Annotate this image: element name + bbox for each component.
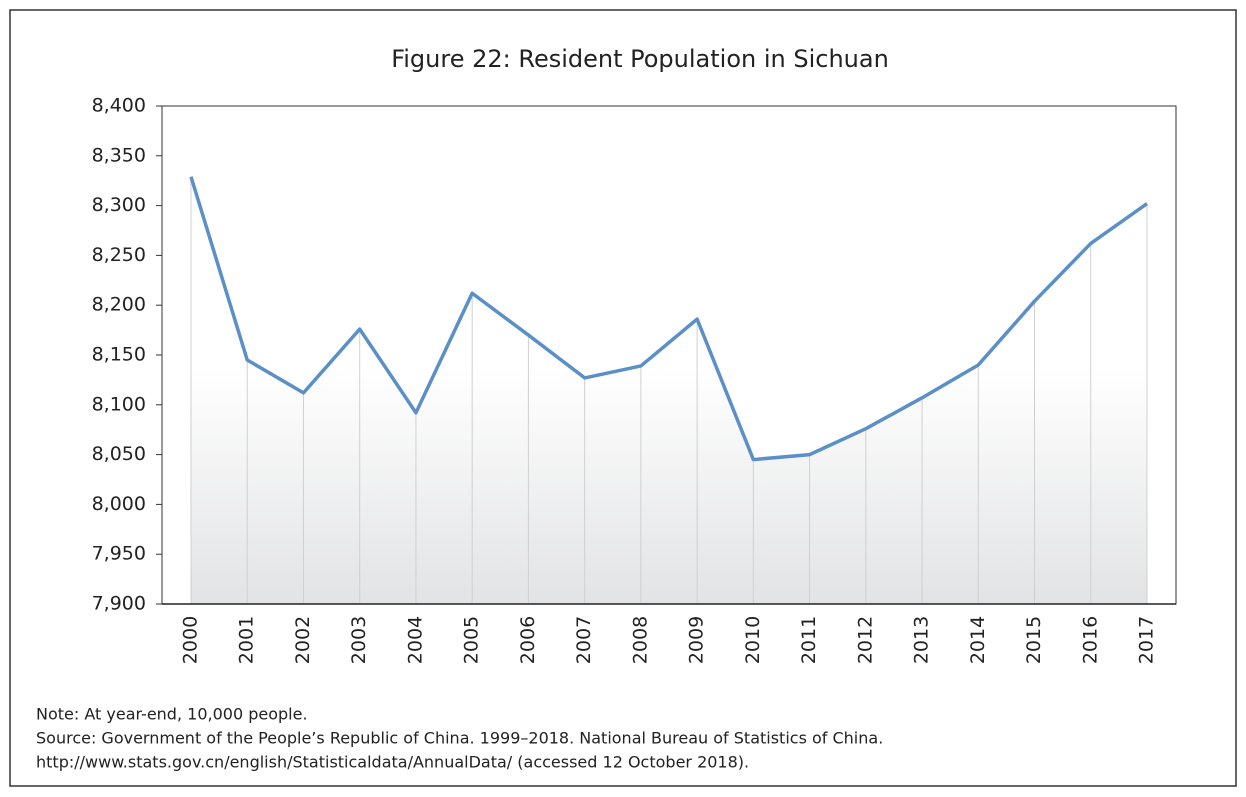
note: Note: At year-end, 10,000 people. — [36, 705, 308, 724]
x-tick-label: 2015 — [1023, 616, 1045, 664]
x-tick-label: 2014 — [967, 616, 989, 664]
y-tick-label: 7,950 — [92, 543, 146, 565]
x-tick-label: 2001 — [236, 616, 258, 664]
x-tick-label: 2002 — [292, 616, 314, 664]
x-tick-label: 2010 — [742, 616, 764, 664]
note: Source: Government of the People’s Repub… — [36, 729, 883, 748]
chart-title: Figure 22: Resident Population in Sichua… — [391, 45, 889, 73]
y-tick-label: 8,150 — [92, 344, 146, 366]
area — [191, 176, 1147, 604]
y-tick-label: 8,350 — [92, 144, 146, 166]
x-tick-label: 2005 — [461, 616, 483, 664]
y-tick-label: 8,300 — [92, 194, 146, 216]
x-tick-label: 2012 — [854, 616, 876, 664]
x-tick-label: 2008 — [629, 616, 651, 664]
x-tick-label: 2007 — [573, 616, 595, 664]
x-tick-label: 2004 — [404, 616, 426, 664]
y-tick-label: 8,050 — [92, 443, 146, 465]
y-tick-label: 8,100 — [92, 393, 146, 415]
x-tick-label: 2000 — [180, 616, 202, 664]
x-tick-label: 2016 — [1079, 616, 1101, 664]
y-tick-label: 8,400 — [92, 95, 146, 117]
y-tick-label: 8,250 — [92, 244, 146, 266]
y-tick-label: 8,000 — [92, 493, 146, 515]
x-tick-label: 2011 — [798, 616, 820, 664]
x-tick-label: 2013 — [911, 616, 933, 664]
line — [189, 176, 1149, 462]
x-tick-label: 2009 — [686, 616, 708, 664]
x-tick-label: 2003 — [348, 616, 370, 664]
note: http://www.stats.gov.cn/english/Statisti… — [36, 753, 749, 772]
x-tick-label: 2006 — [517, 616, 539, 664]
y-tick-label: 7,900 — [92, 593, 146, 615]
x-tick-label: 2017 — [1136, 616, 1158, 664]
frame — [9, 9, 1237, 787]
y-tick-label: 8,200 — [92, 294, 146, 316]
